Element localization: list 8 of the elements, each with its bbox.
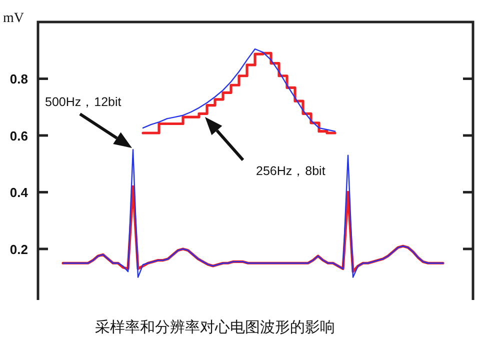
y-axis-title: mV	[3, 11, 24, 26]
y-tick-label: 0.2	[10, 242, 28, 257]
y-tick-label: 0.4	[10, 185, 29, 200]
text: 采样率和分辨率对心电图波形的影响	[95, 319, 335, 336]
y-tick-label: 0.6	[10, 128, 28, 144]
annotation: 256Hz，8bit	[256, 164, 326, 178]
annotation: 500Hz，12bit	[45, 95, 122, 109]
y-tick-label: 0.8	[10, 72, 28, 87]
